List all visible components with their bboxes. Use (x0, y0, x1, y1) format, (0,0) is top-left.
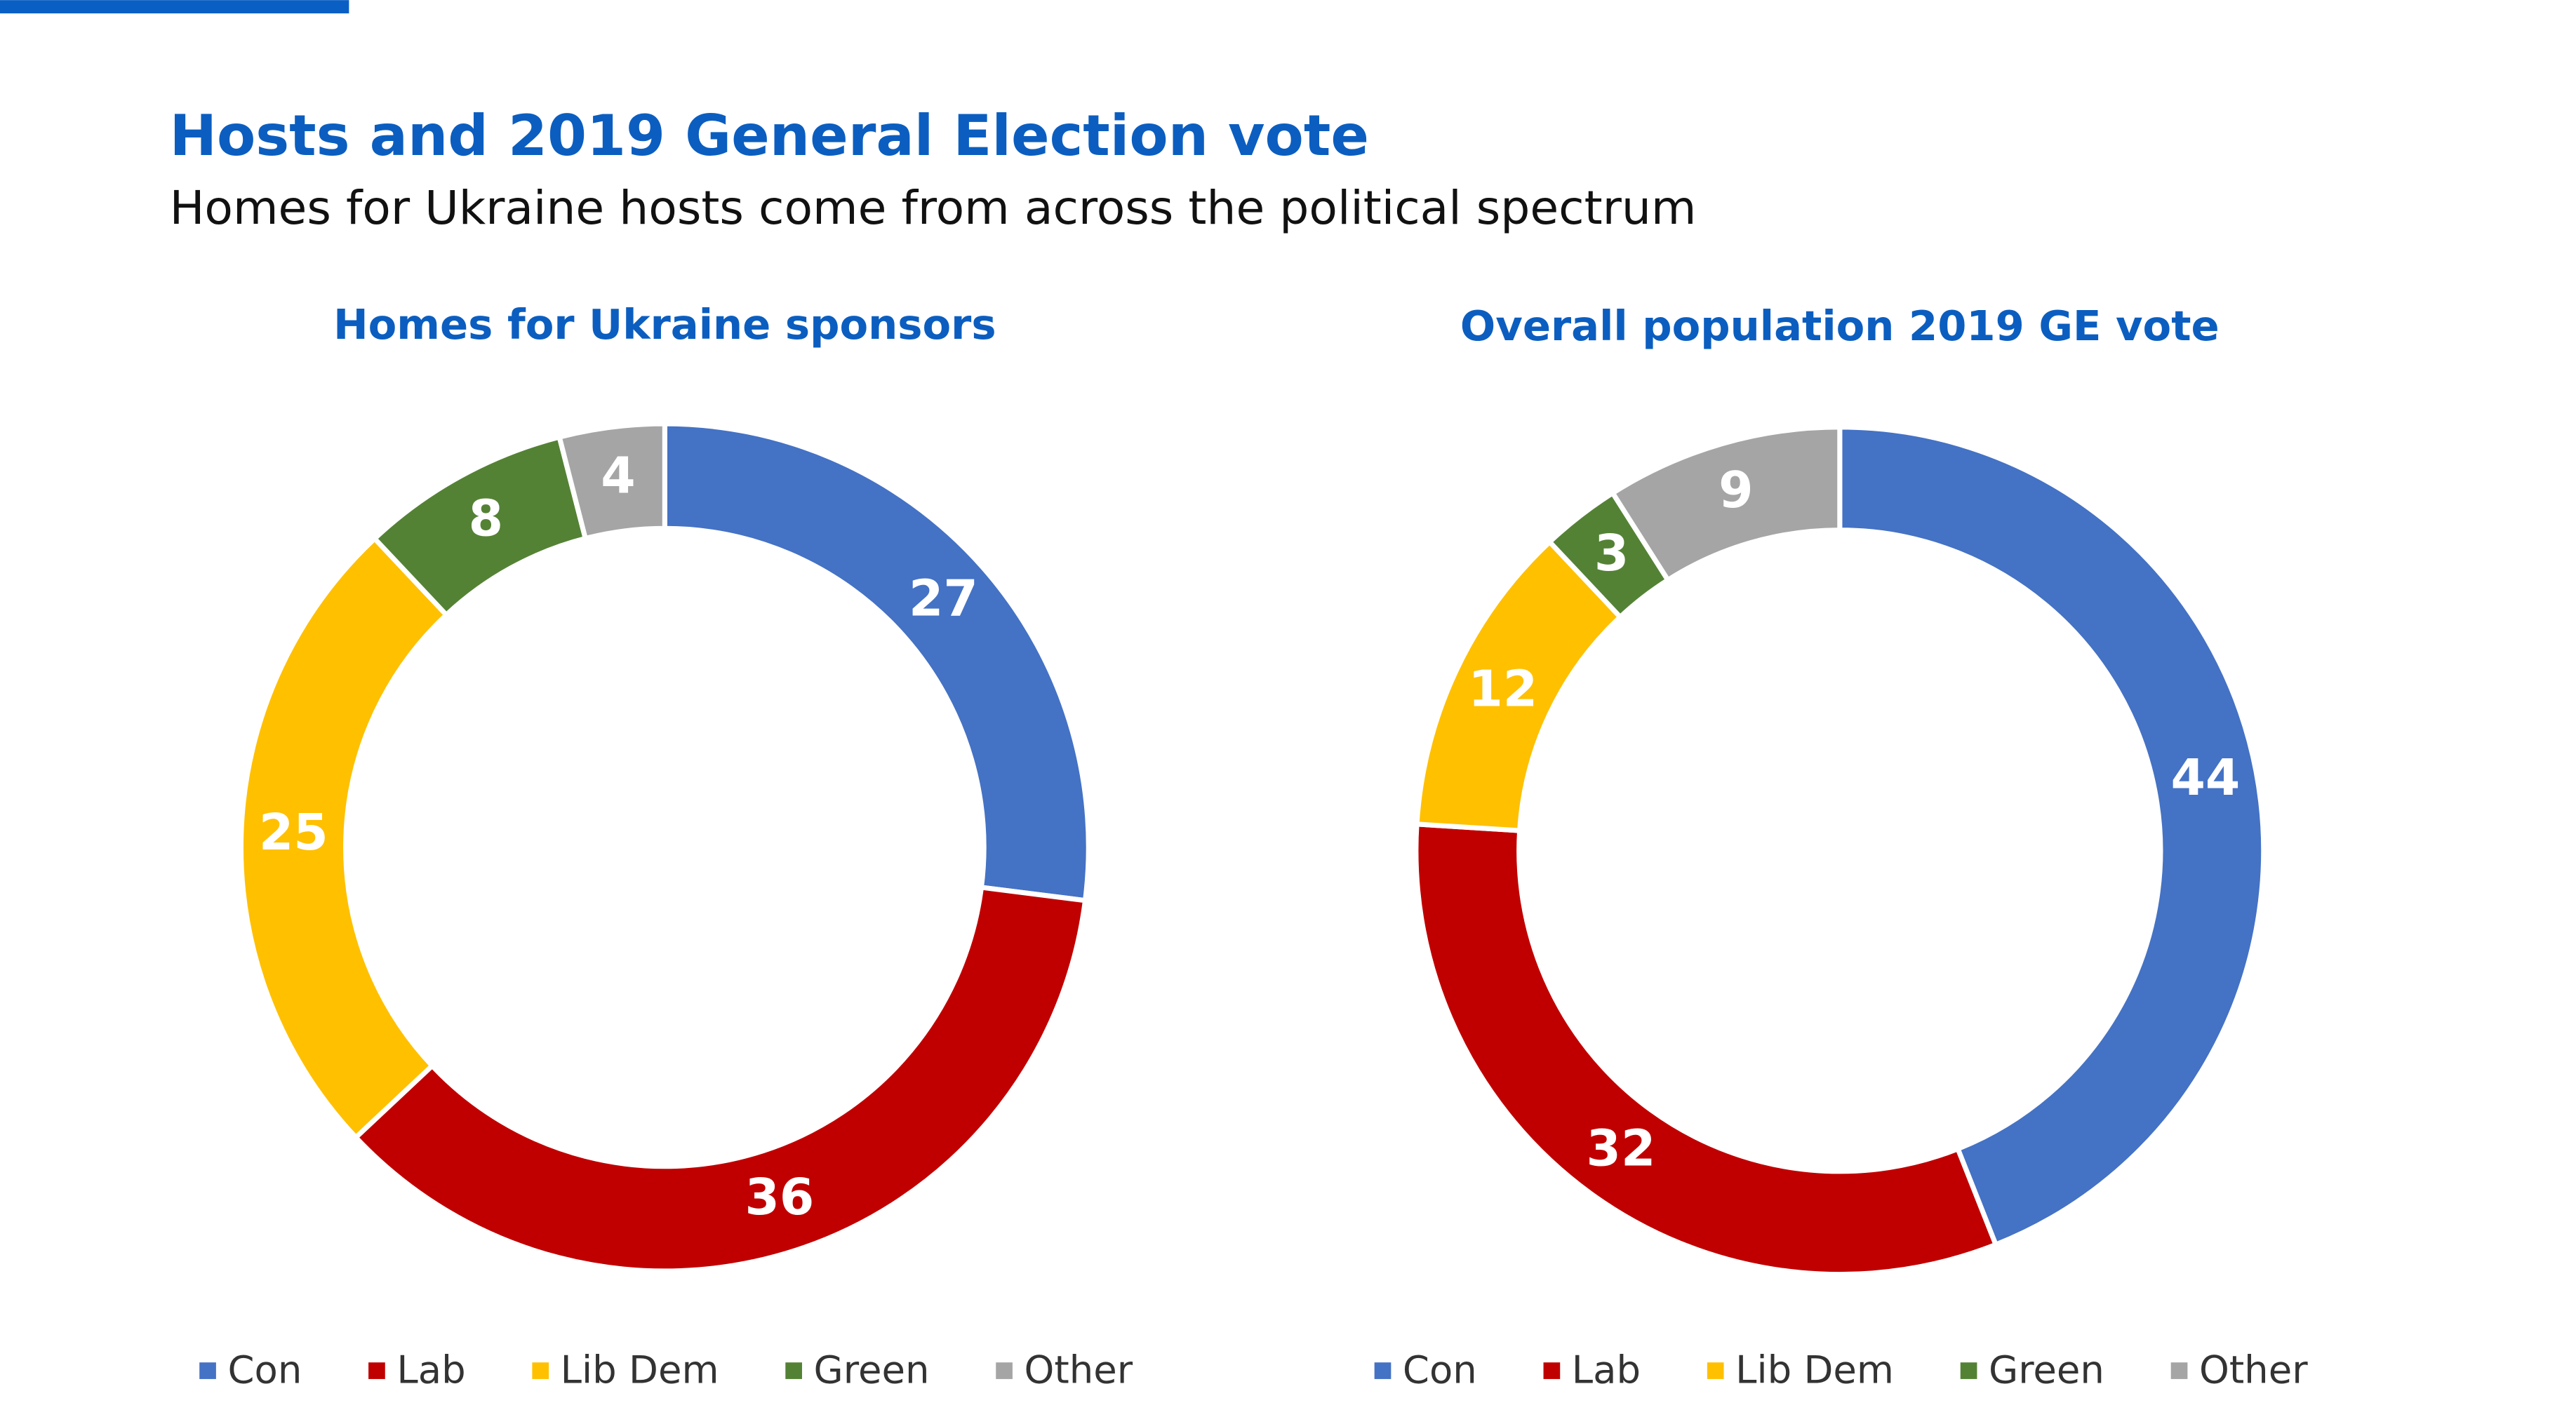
legend-label: Con (1403, 1348, 1477, 1392)
donut-segment (556, 421, 667, 542)
page-subtitle: Homes for Ukraine hosts come from across… (170, 180, 1697, 235)
legend-swatch (1543, 1362, 1561, 1379)
legend-label: Lab (396, 1348, 465, 1392)
legend-swatch (532, 1362, 549, 1379)
legend-swatch (1707, 1362, 1724, 1379)
value-label: 9 (1719, 461, 1753, 519)
legend-label: Green (814, 1348, 930, 1392)
legend-swatch (996, 1362, 1013, 1379)
value-label: 25 (259, 803, 328, 861)
legend-label: Lib Dem (561, 1348, 719, 1392)
value-label: 32 (1587, 1119, 1656, 1177)
legend-label: Green (1989, 1348, 2104, 1392)
value-label: 3 (1594, 524, 1629, 582)
legend-label: Other (2199, 1348, 2308, 1392)
donut-segment (1609, 424, 1843, 584)
legend-swatch (785, 1362, 802, 1379)
chart-title: Overall population 2019 GE vote (1460, 302, 2220, 350)
legend-swatch (199, 1362, 216, 1379)
legend-label: Lab (1572, 1348, 1641, 1392)
value-label: 8 (469, 490, 503, 548)
value-label: 12 (1468, 659, 1537, 718)
donut-segment (238, 535, 451, 1141)
legend-swatch (1960, 1362, 1977, 1379)
donut-segment (1413, 821, 1999, 1277)
legend-swatch (1374, 1362, 1392, 1379)
legend-label: Lib Dem (1735, 1348, 1894, 1392)
chart-title: Homes for Ukraine sponsors (333, 300, 996, 349)
legend-label: Other (1025, 1348, 1133, 1392)
legend-swatch (368, 1362, 385, 1379)
donut-segment (662, 421, 1091, 904)
value-label: 44 (2170, 748, 2240, 807)
legend-label: Con (227, 1348, 302, 1392)
accent-bar (0, 0, 349, 14)
donut-segment (352, 885, 1088, 1274)
value-label: 27 (909, 569, 978, 627)
page-title: Hosts and 2019 General Election vote (170, 102, 1369, 168)
value-label: 36 (745, 1168, 814, 1226)
donut-segment (1837, 424, 2267, 1248)
value-label: 4 (601, 446, 635, 504)
legend-swatch (2170, 1362, 2188, 1379)
